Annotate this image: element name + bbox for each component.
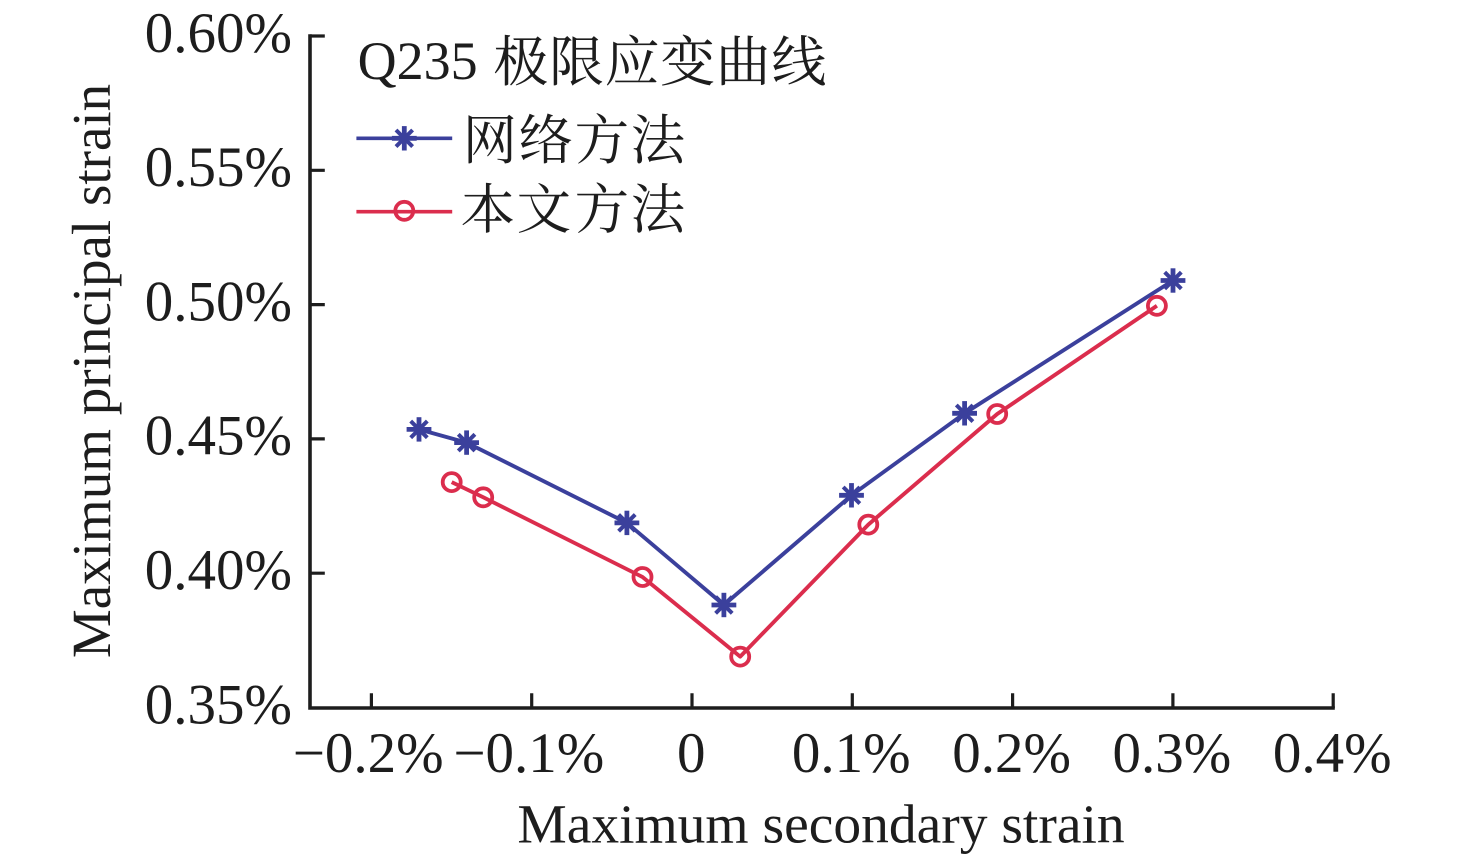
svg-text:Maximum secondary strain: Maximum secondary strain — [517, 795, 1124, 856]
svg-text:Maximum principal strain: Maximum principal strain — [61, 84, 122, 658]
svg-text:0.50%: 0.50% — [145, 270, 292, 333]
svg-text:0.4%: 0.4% — [1273, 722, 1392, 785]
svg-text:0: 0 — [677, 722, 706, 785]
svg-text:0.55%: 0.55% — [145, 136, 292, 199]
svg-text:−0.1%: −0.1% — [453, 722, 604, 785]
svg-text:−0.2%: −0.2% — [293, 722, 444, 785]
svg-text:0.2%: 0.2% — [952, 722, 1071, 785]
svg-text:Q235: Q235 — [358, 31, 478, 91]
svg-text:0.60%: 0.60% — [145, 2, 292, 65]
svg-text:0.45%: 0.45% — [145, 405, 292, 468]
svg-text:0.40%: 0.40% — [145, 539, 292, 602]
svg-text:0.1%: 0.1% — [792, 722, 911, 785]
svg-text:0.3%: 0.3% — [1113, 722, 1232, 785]
svg-text:0.35%: 0.35% — [145, 673, 292, 736]
